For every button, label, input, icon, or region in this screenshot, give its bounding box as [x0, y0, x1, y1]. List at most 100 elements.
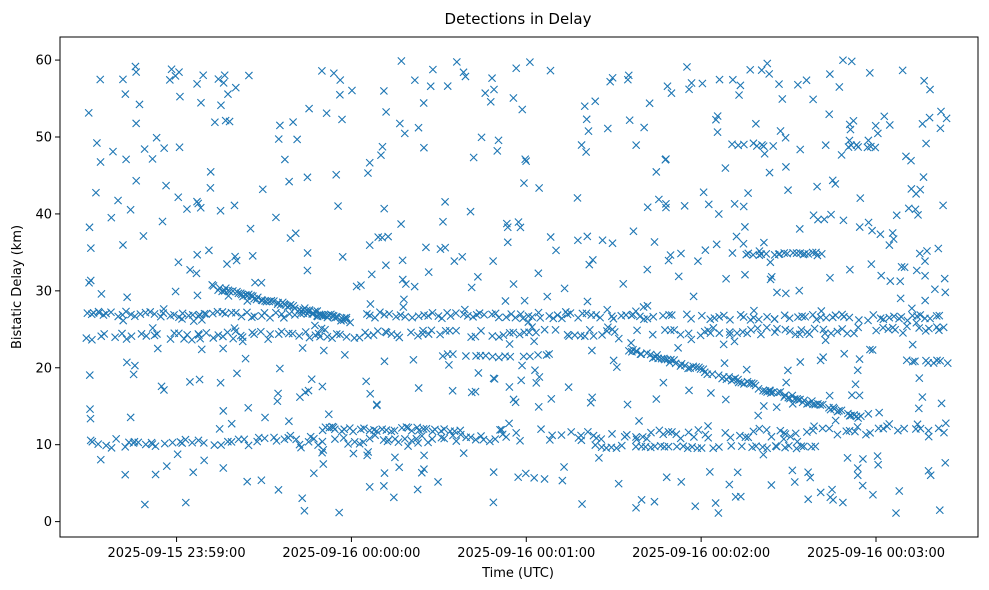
data-point	[578, 499, 587, 508]
data-point	[904, 204, 913, 213]
data-point	[162, 462, 171, 471]
data-point	[871, 121, 880, 130]
data-point	[437, 433, 446, 442]
data-point	[122, 335, 131, 344]
data-point	[363, 169, 372, 178]
data-point	[175, 143, 184, 152]
data-point	[866, 428, 875, 437]
data-point	[356, 281, 365, 290]
data-point	[219, 406, 228, 415]
data-point	[635, 416, 644, 425]
data-point	[187, 335, 196, 344]
data-point	[701, 246, 710, 255]
data-point	[458, 252, 467, 261]
data-point	[298, 494, 307, 503]
data-point	[796, 358, 805, 367]
data-point	[474, 368, 483, 377]
data-point	[924, 466, 933, 475]
data-point	[714, 210, 723, 218]
data-point	[223, 260, 231, 269]
data-point	[694, 426, 703, 434]
data-point	[685, 386, 694, 395]
data-point	[821, 141, 830, 150]
data-point	[802, 427, 811, 436]
data-point	[267, 296, 276, 305]
data-point	[443, 82, 452, 91]
data-point	[181, 435, 190, 444]
data-point	[165, 75, 174, 84]
data-point	[516, 223, 525, 232]
data-point	[584, 127, 593, 136]
data-point	[87, 335, 96, 344]
data-point	[781, 133, 790, 142]
data-point	[365, 241, 374, 250]
data-point	[781, 162, 790, 171]
data-point	[583, 427, 592, 436]
data-point	[284, 329, 293, 338]
data-point	[210, 441, 219, 450]
data-point	[727, 441, 736, 450]
data-point	[378, 142, 387, 151]
data-point	[404, 423, 413, 432]
data-point	[934, 244, 943, 253]
data-point	[137, 329, 146, 338]
data-point	[939, 428, 948, 437]
data-point	[760, 149, 769, 158]
data-point	[587, 346, 596, 355]
data-point	[509, 280, 518, 289]
data-point	[323, 332, 332, 341]
data-point	[725, 315, 734, 324]
data-point	[877, 271, 886, 280]
data-point	[459, 310, 468, 319]
data-point	[518, 314, 527, 323]
data-point	[392, 312, 401, 321]
data-point	[736, 81, 745, 90]
data-point	[168, 438, 177, 447]
data-point	[261, 413, 270, 422]
data-point	[667, 427, 676, 436]
data-point	[112, 434, 121, 443]
data-point	[573, 236, 582, 245]
data-point	[365, 311, 374, 320]
data-point	[525, 352, 534, 361]
data-point	[477, 326, 485, 335]
data-point	[715, 312, 724, 321]
data-point	[347, 86, 356, 95]
data-point	[297, 443, 305, 452]
data-point	[415, 426, 424, 435]
data-point	[292, 435, 301, 444]
data-point	[902, 356, 911, 365]
data-point	[514, 218, 523, 227]
data-point	[412, 434, 421, 443]
data-point	[676, 434, 685, 443]
data-point	[460, 305, 469, 314]
data-point	[867, 260, 876, 269]
plot-area	[82, 56, 952, 518]
data-point	[86, 244, 95, 253]
data-point	[922, 139, 931, 148]
data-point	[188, 438, 197, 447]
data-point	[491, 309, 500, 318]
data-point	[853, 366, 862, 375]
data-point	[560, 284, 569, 293]
data-point	[868, 226, 877, 235]
data-point	[747, 325, 755, 334]
data-point	[788, 399, 797, 408]
data-point	[659, 378, 668, 387]
data-point	[216, 101, 225, 110]
data-point	[772, 288, 781, 297]
data-point	[160, 439, 169, 448]
data-point	[549, 314, 558, 323]
data-point	[516, 436, 525, 445]
data-point	[879, 315, 888, 324]
data-point	[542, 351, 551, 360]
data-point	[102, 441, 111, 450]
data-point	[781, 430, 790, 439]
data-point	[335, 90, 344, 99]
axes-frame	[59, 36, 979, 538]
data-point	[790, 478, 799, 486]
data-point	[535, 184, 544, 193]
data-point	[107, 308, 115, 317]
data-point	[319, 311, 328, 320]
data-point	[911, 205, 920, 214]
